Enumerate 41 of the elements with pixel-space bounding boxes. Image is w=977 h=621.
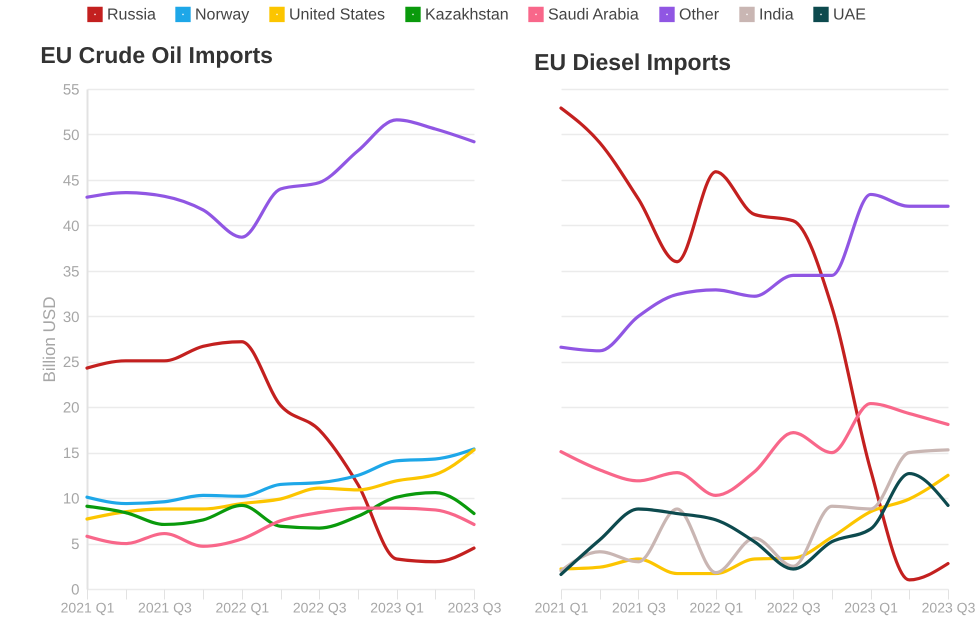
legend-label: India [759,6,794,24]
y-tick-label: 55 [62,82,80,98]
y-tick-label: 10 [62,490,80,508]
line-series [85,340,476,564]
x-tick-label: 2023 Q1 [844,600,898,616]
x-tick-label: 2022 Q1 [689,600,744,616]
legend-label: UAE [833,6,866,24]
y-tick-label: 45 [62,172,80,190]
legend-label: Other [679,6,720,24]
x-tick-label: 2023 Q1 [370,600,424,616]
x-tick-label: 2022 Q3 [292,600,347,616]
x-tick-label: 2021 Q1 [534,600,589,616]
line-series [85,506,476,548]
y-tick-label: 0 [71,582,80,598]
chart-title: EU Diesel Imports [534,49,731,75]
y-tick-label: 25 [62,354,80,372]
y-tick-label: 35 [62,263,80,280]
x-tick-label: 2021 Q1 [60,600,115,616]
line-series [85,448,476,521]
x-tick-label: 2023 Q3 [922,600,976,616]
x-tick-label: 2023 Q3 [448,600,502,616]
y-tick-label: 40 [62,218,80,235]
x-tick-label: 2022 Q1 [215,600,270,616]
line-series [85,491,476,530]
legend-label: Norway [195,6,250,24]
y-tick-label: 15 [62,445,80,462]
y-tick-label: 30 [62,308,80,326]
y-tick-label: 20 [62,400,80,417]
chart-title: EU Crude Oil Imports [40,42,273,68]
legend-label: Saudi Arabia [548,6,639,24]
legend-label: Kazakhstan [425,6,509,24]
line-series [85,447,476,506]
x-tick-label: 2022 Q3 [766,600,821,616]
legend-label: Russia [107,6,156,24]
y-tick-label: 50 [62,126,80,144]
legend-label: United States [289,6,386,24]
x-tick-label: 2021 Q3 [138,600,192,616]
y-tick-label: 5 [71,536,80,554]
x-tick-label: 2021 Q3 [612,600,666,616]
y-axis-title: Billion USD [40,296,59,382]
line-series [85,118,476,239]
